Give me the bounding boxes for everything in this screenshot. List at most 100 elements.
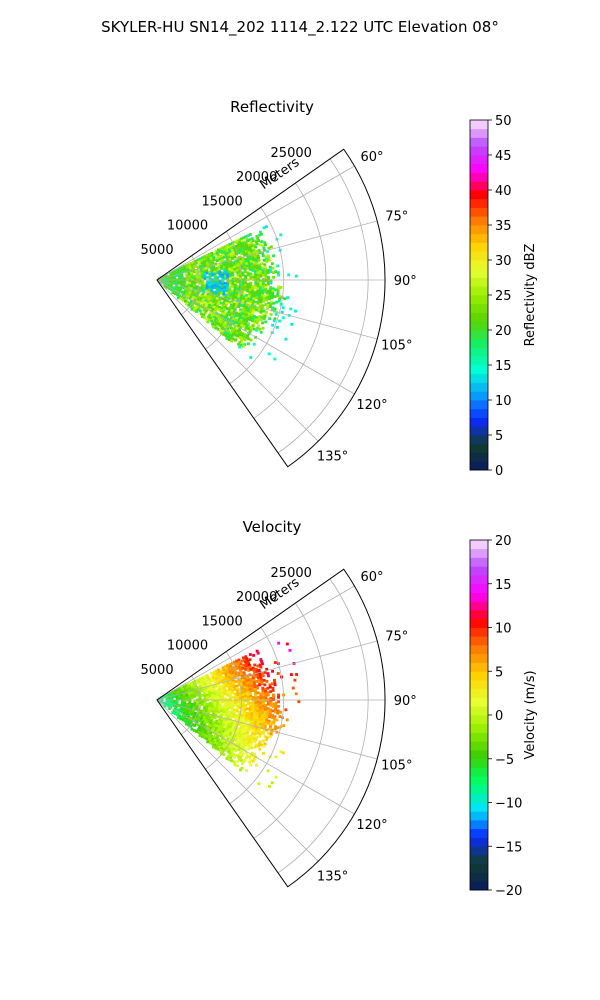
echo-gate xyxy=(287,273,291,277)
echo-gate xyxy=(263,248,266,252)
echo-gate xyxy=(253,725,257,729)
echo-gate xyxy=(225,744,229,748)
echo-gate xyxy=(239,746,243,749)
colorbar-segment xyxy=(470,417,488,427)
echo-gate xyxy=(183,697,187,701)
echo-gate xyxy=(264,279,268,283)
echo-gate xyxy=(219,744,223,748)
range-tick-label: 15000 xyxy=(201,614,242,629)
echo-gate xyxy=(216,253,220,257)
echo-gate xyxy=(256,711,259,715)
echo-gate xyxy=(227,263,231,267)
colorbar-segment xyxy=(470,583,488,593)
echo-gate xyxy=(240,744,244,747)
echo-gate xyxy=(213,319,217,322)
echo-gate xyxy=(274,775,278,779)
echo-gate xyxy=(254,738,258,742)
echo-gate xyxy=(224,247,228,251)
echo-gate xyxy=(175,696,179,699)
echo-gate xyxy=(214,684,218,688)
echo-gate xyxy=(258,315,262,318)
echo-gate xyxy=(218,670,221,674)
echo-gate xyxy=(242,314,245,318)
echo-gate xyxy=(260,660,264,663)
colorbar-segment xyxy=(470,356,488,366)
colorbar-segment xyxy=(470,680,488,690)
echo-gate xyxy=(235,311,238,315)
echo-gate xyxy=(270,781,274,785)
echo-gate xyxy=(258,327,262,331)
echo-gate xyxy=(228,286,232,290)
echo-gate xyxy=(225,314,229,318)
echo-gate xyxy=(216,696,220,699)
echo-gate xyxy=(238,340,242,344)
echo-gate xyxy=(255,763,258,767)
echo-gate xyxy=(241,747,245,751)
echo-gate xyxy=(226,317,230,321)
echo-gate xyxy=(241,337,245,340)
echo-gate xyxy=(249,274,253,278)
echo-gate xyxy=(207,678,211,682)
echo-gate xyxy=(194,297,198,300)
echo-gate xyxy=(225,689,229,692)
echo-gate xyxy=(237,658,241,662)
echo-gate xyxy=(194,722,198,726)
echo-gate xyxy=(256,285,260,288)
echo-gate xyxy=(182,286,186,290)
echo-gate xyxy=(211,700,215,704)
echo-gate xyxy=(261,707,265,711)
echo-gate xyxy=(188,272,191,276)
echo-gate xyxy=(239,726,243,730)
echo-gate xyxy=(175,700,179,704)
echo-gate xyxy=(263,725,267,729)
echo-gate xyxy=(259,699,263,703)
echo-gate xyxy=(228,243,232,246)
echo-gate xyxy=(224,714,228,717)
echo-gate xyxy=(243,713,246,716)
colorbar-segment xyxy=(470,321,488,331)
echo-gate xyxy=(257,256,260,260)
echo-gate xyxy=(269,270,273,273)
echo-gate xyxy=(248,663,251,667)
echo-gate xyxy=(199,267,203,270)
echo-gate xyxy=(247,661,250,665)
echo-gate xyxy=(174,691,178,695)
echo-gate xyxy=(276,264,280,268)
echo-gate xyxy=(266,289,270,293)
echo-gate xyxy=(267,731,271,735)
echo-gate xyxy=(259,658,263,661)
echo-gate xyxy=(253,673,257,677)
echo-gate xyxy=(275,718,279,722)
echo-gate xyxy=(255,726,259,730)
echo-gate xyxy=(221,666,225,670)
echo-gate xyxy=(238,255,242,259)
echo-gate xyxy=(264,243,267,247)
colorbar-segment xyxy=(470,566,488,576)
echo-gate xyxy=(251,705,255,708)
echo-gate xyxy=(240,664,244,668)
echo-gate xyxy=(213,699,217,703)
echo-gate xyxy=(175,274,179,277)
echo-gate xyxy=(202,288,206,292)
echo-gate xyxy=(249,743,253,747)
echo-gate xyxy=(204,687,208,690)
echo-gate xyxy=(277,273,280,277)
echo-gate xyxy=(248,312,252,316)
echo-gate xyxy=(243,310,247,314)
echo-gate xyxy=(182,692,186,696)
echo-gate xyxy=(200,302,204,306)
echo-gate xyxy=(212,731,216,734)
echo-gate xyxy=(218,701,222,705)
echo-gate xyxy=(259,286,262,289)
echo-gate xyxy=(218,680,222,684)
echo-gate xyxy=(262,729,266,733)
colorbar-segment xyxy=(470,338,488,348)
echo-gate xyxy=(246,729,250,733)
colorbar-tick-label: 50 xyxy=(495,114,512,129)
echo-gate xyxy=(266,291,270,295)
echo-gate xyxy=(246,309,250,313)
echo-gate xyxy=(171,286,175,290)
echo-gate xyxy=(243,710,247,714)
echo-gate xyxy=(226,271,229,275)
echo-gate xyxy=(192,729,196,732)
